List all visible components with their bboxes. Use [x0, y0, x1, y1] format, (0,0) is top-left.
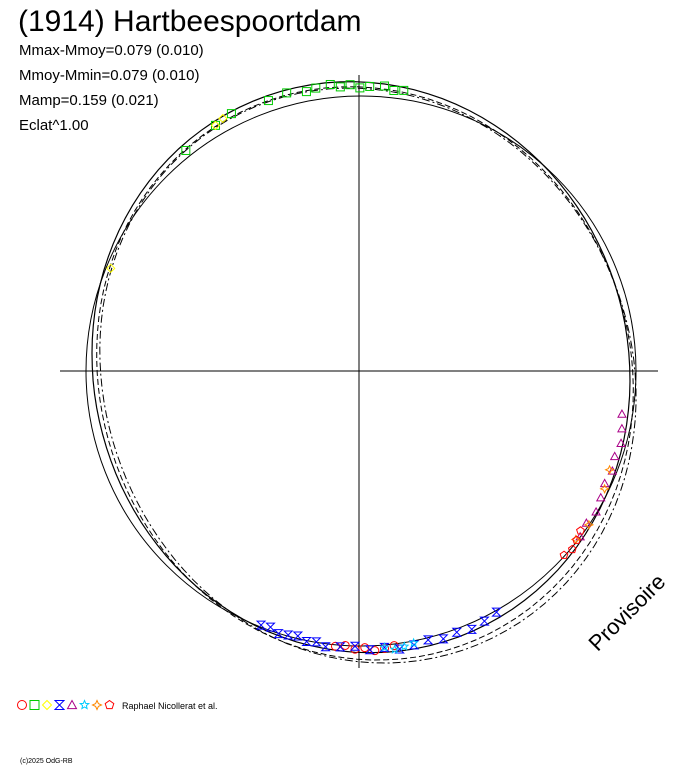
data-point [599, 483, 610, 495]
data-point [301, 637, 312, 647]
data-point [576, 526, 585, 535]
series-pentagon [559, 526, 585, 559]
stat-mamp: Mamp=0.159 (0.021) [19, 92, 159, 109]
data-point [422, 635, 434, 645]
data-point [609, 451, 620, 461]
data-point [226, 109, 236, 119]
data-point [389, 86, 399, 96]
stat-mmax-mmoy: Mmax-Mmoy=0.079 (0.010) [19, 42, 204, 59]
data-point [181, 145, 191, 155]
copyright-text: (c)2025 OdG-RB [20, 758, 73, 765]
data-point [320, 642, 331, 652]
data-point [583, 519, 595, 530]
attribution-text: Raphael Nicollerat et al. [122, 701, 218, 711]
data-point [466, 624, 478, 634]
data-point [595, 492, 606, 502]
data-point [325, 79, 335, 89]
series-star4 [570, 464, 615, 545]
data-point [591, 506, 601, 516]
data-point [438, 634, 449, 644]
series-star [379, 637, 419, 654]
stat-eclat: Eclat^1.00 [19, 117, 89, 134]
legend-diamond-icon [41, 699, 53, 711]
data-point [617, 409, 627, 418]
data-point [379, 641, 390, 652]
data-point [263, 96, 273, 106]
data-point [350, 644, 360, 654]
data-point [389, 644, 400, 654]
legend-markers [16, 698, 120, 712]
data-point [365, 81, 375, 91]
data-point [364, 645, 376, 655]
data-point [210, 120, 221, 131]
data-point [599, 478, 610, 488]
data-point [491, 607, 502, 617]
chart-title: (1914) Hartbeespoortdam [18, 5, 362, 38]
legend-triangle-icon [66, 699, 78, 710]
data-point [408, 637, 419, 648]
data-point [335, 82, 345, 92]
data-point [218, 113, 228, 124]
legend-square-icon [29, 700, 40, 710]
legend-star4-icon [91, 699, 103, 711]
series-square [181, 79, 409, 155]
data-point [355, 83, 365, 93]
data-point [572, 535, 581, 544]
stat-mmoy-mmin: Mmoy-Mmin=0.079 (0.010) [19, 67, 200, 84]
data-point [345, 80, 355, 90]
legend-star-icon [78, 699, 91, 710]
fit-curve-solid [91, 81, 631, 654]
data-point [616, 438, 626, 447]
data-point [380, 81, 390, 91]
legend-pentagon-icon [104, 699, 115, 710]
data-point [617, 423, 627, 433]
data-point [607, 465, 618, 475]
data-point [399, 641, 410, 651]
data-point [255, 620, 267, 630]
data-point [360, 643, 370, 653]
legend-hourglass-icon [53, 700, 66, 710]
data-point [567, 544, 577, 554]
data-point [311, 83, 321, 93]
data-point [311, 637, 322, 647]
series-diamond [106, 113, 228, 274]
legend-circle-icon [17, 700, 27, 710]
data-point [349, 641, 361, 651]
data-point [379, 642, 390, 652]
data-point [106, 263, 116, 274]
data-point [335, 642, 346, 652]
data-point [451, 627, 463, 637]
fit-curve-dashed [96, 86, 634, 661]
data-point [559, 550, 569, 559]
data-point [399, 85, 409, 95]
data-point [282, 88, 292, 98]
data-point [389, 641, 399, 651]
fit-curve-dashdot [99, 87, 637, 664]
data-point [273, 629, 284, 639]
series-hourglass [255, 607, 502, 655]
data-point [282, 630, 294, 640]
data-point [301, 87, 311, 97]
data-point [479, 616, 490, 626]
data-point [265, 622, 276, 632]
data-point [292, 631, 304, 641]
data-point [604, 464, 615, 475]
series-triangle [575, 409, 627, 541]
